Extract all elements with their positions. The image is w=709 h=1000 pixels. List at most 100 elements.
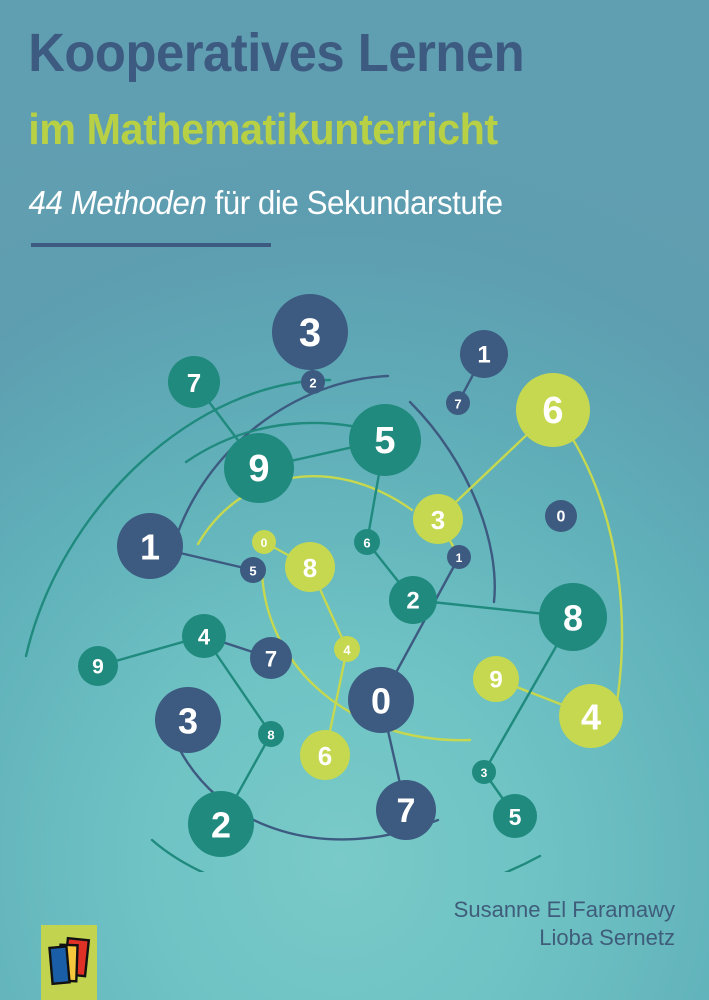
author-name-first: Susanne El Faramawy (453, 897, 675, 922)
graph-node-label: 8 (303, 553, 317, 583)
graph-node-label: 6 (363, 536, 370, 551)
page-tagline: 44 Methoden für die Sekundarstufe (0, 186, 709, 219)
graph-node: 7 (446, 391, 470, 415)
graph-node: 8 (258, 721, 284, 747)
graph-node: 6 (300, 730, 350, 780)
graph-node: 8 (285, 542, 335, 592)
graph-node: 1 (460, 330, 508, 378)
graph-node-circle (285, 542, 335, 592)
graph-node-label: 0 (557, 509, 566, 526)
graph-node: 5 (493, 794, 537, 838)
graph-node-label: 4 (343, 643, 351, 658)
graph-node: 9 (224, 433, 294, 503)
graph-node: 2 (301, 370, 325, 394)
graph-node-label: 4 (198, 625, 211, 650)
graph-node-label: 5 (374, 420, 395, 462)
graph-node-label: 0 (371, 681, 391, 722)
graph-node-circle (376, 780, 436, 840)
graph-node-circle (117, 513, 183, 579)
graph-node: 3 (272, 294, 348, 370)
author-block: Susanne El Faramawy Lioba Sernetz (454, 896, 675, 952)
graph-node-label: 1 (456, 551, 463, 565)
graph-node-circle (252, 530, 276, 554)
graph-node-label: 6 (542, 390, 563, 432)
graph-node-label: 0 (261, 536, 268, 550)
graph-node: 6 (516, 373, 590, 447)
graph-node: 0 (252, 530, 276, 554)
graph-node: 3 (472, 760, 496, 784)
page-title: Kooperatives Lernen (28, 23, 525, 83)
graph-node-label: 9 (248, 448, 269, 490)
graph-node-circle (545, 500, 577, 532)
graph-node-label: 2 (211, 805, 231, 846)
arc-teal-outer-left (24, 378, 332, 658)
graph-node: 9 (473, 656, 519, 702)
graph-node-label: 9 (92, 656, 104, 679)
graph-node-label: 8 (563, 598, 583, 639)
graph-node: 2 (188, 791, 254, 857)
graph-node-label: 7 (187, 368, 201, 398)
graph-node-label: 7 (397, 792, 416, 830)
graph-node-label: 4 (581, 697, 601, 738)
graph-node-circle (168, 356, 220, 408)
graph-node: 0 (545, 500, 577, 532)
graph-node: 3 (155, 687, 221, 753)
arc-layer (24, 374, 624, 872)
graph-node-circle (258, 721, 284, 747)
graph-node: 1 (117, 513, 183, 579)
graph-node-circle (493, 794, 537, 838)
arc-navy-upper (172, 374, 390, 546)
page-subtitle: im Mathematikunterricht (28, 105, 498, 154)
graph-node-circle (389, 576, 437, 624)
graph-node: 7 (250, 637, 292, 679)
graph-node-circle (334, 636, 360, 662)
graph-node-label: 8 (267, 728, 274, 743)
graph-node-circle (473, 656, 519, 702)
graph-node-label: 3 (481, 766, 488, 780)
logo-card-blue (48, 945, 71, 986)
graph-node-circle (539, 583, 607, 651)
graph-node-circle (516, 373, 590, 447)
graph-node-label: 3 (299, 311, 321, 355)
graph-node: 9 (78, 646, 118, 686)
graph-node-label: 6 (318, 741, 332, 771)
graph-node-circle (272, 294, 348, 370)
arc-teal-lower-outer (150, 838, 542, 872)
title-underline-rule (31, 243, 271, 247)
publisher-logo (41, 925, 97, 1000)
graph-node-circle (300, 730, 350, 780)
graph-node: 5 (349, 404, 421, 476)
graph-node-label: 3 (431, 505, 445, 535)
graph-node-circle (240, 557, 266, 583)
graph-node: 4 (334, 636, 360, 662)
arc-navy-right (408, 400, 496, 604)
graph-node-label: 1 (140, 527, 160, 568)
graph-node-circle (155, 687, 221, 753)
arc-lime-lower (260, 570, 472, 742)
graph-node-label: 3 (178, 701, 198, 742)
graph-node: 2 (389, 576, 437, 624)
graph-node-circle (460, 330, 508, 378)
graph-node: 6 (354, 529, 380, 555)
graph-node-circle (446, 391, 470, 415)
graph-node-circle (182, 614, 226, 658)
graph-node-label: 2 (309, 376, 316, 391)
graph-node-label: 7 (454, 397, 461, 412)
graph-node-label: 7 (265, 647, 277, 672)
graph-node-circle (349, 404, 421, 476)
graph-node-circle (447, 545, 471, 569)
graph-node: 3 (413, 494, 463, 544)
graph-node-label: 5 (509, 804, 522, 830)
tagline-rest: für die Sekundarstufe (206, 184, 504, 221)
graph-node: 1 (447, 545, 471, 569)
graph-node-circle (78, 646, 118, 686)
graph-node-circle (301, 370, 325, 394)
graph-node: 4 (559, 684, 623, 748)
graph-node-circle (472, 760, 496, 784)
graph-node-circle (250, 637, 292, 679)
graph-node-circle (188, 791, 254, 857)
graph-node: 8 (539, 583, 607, 651)
